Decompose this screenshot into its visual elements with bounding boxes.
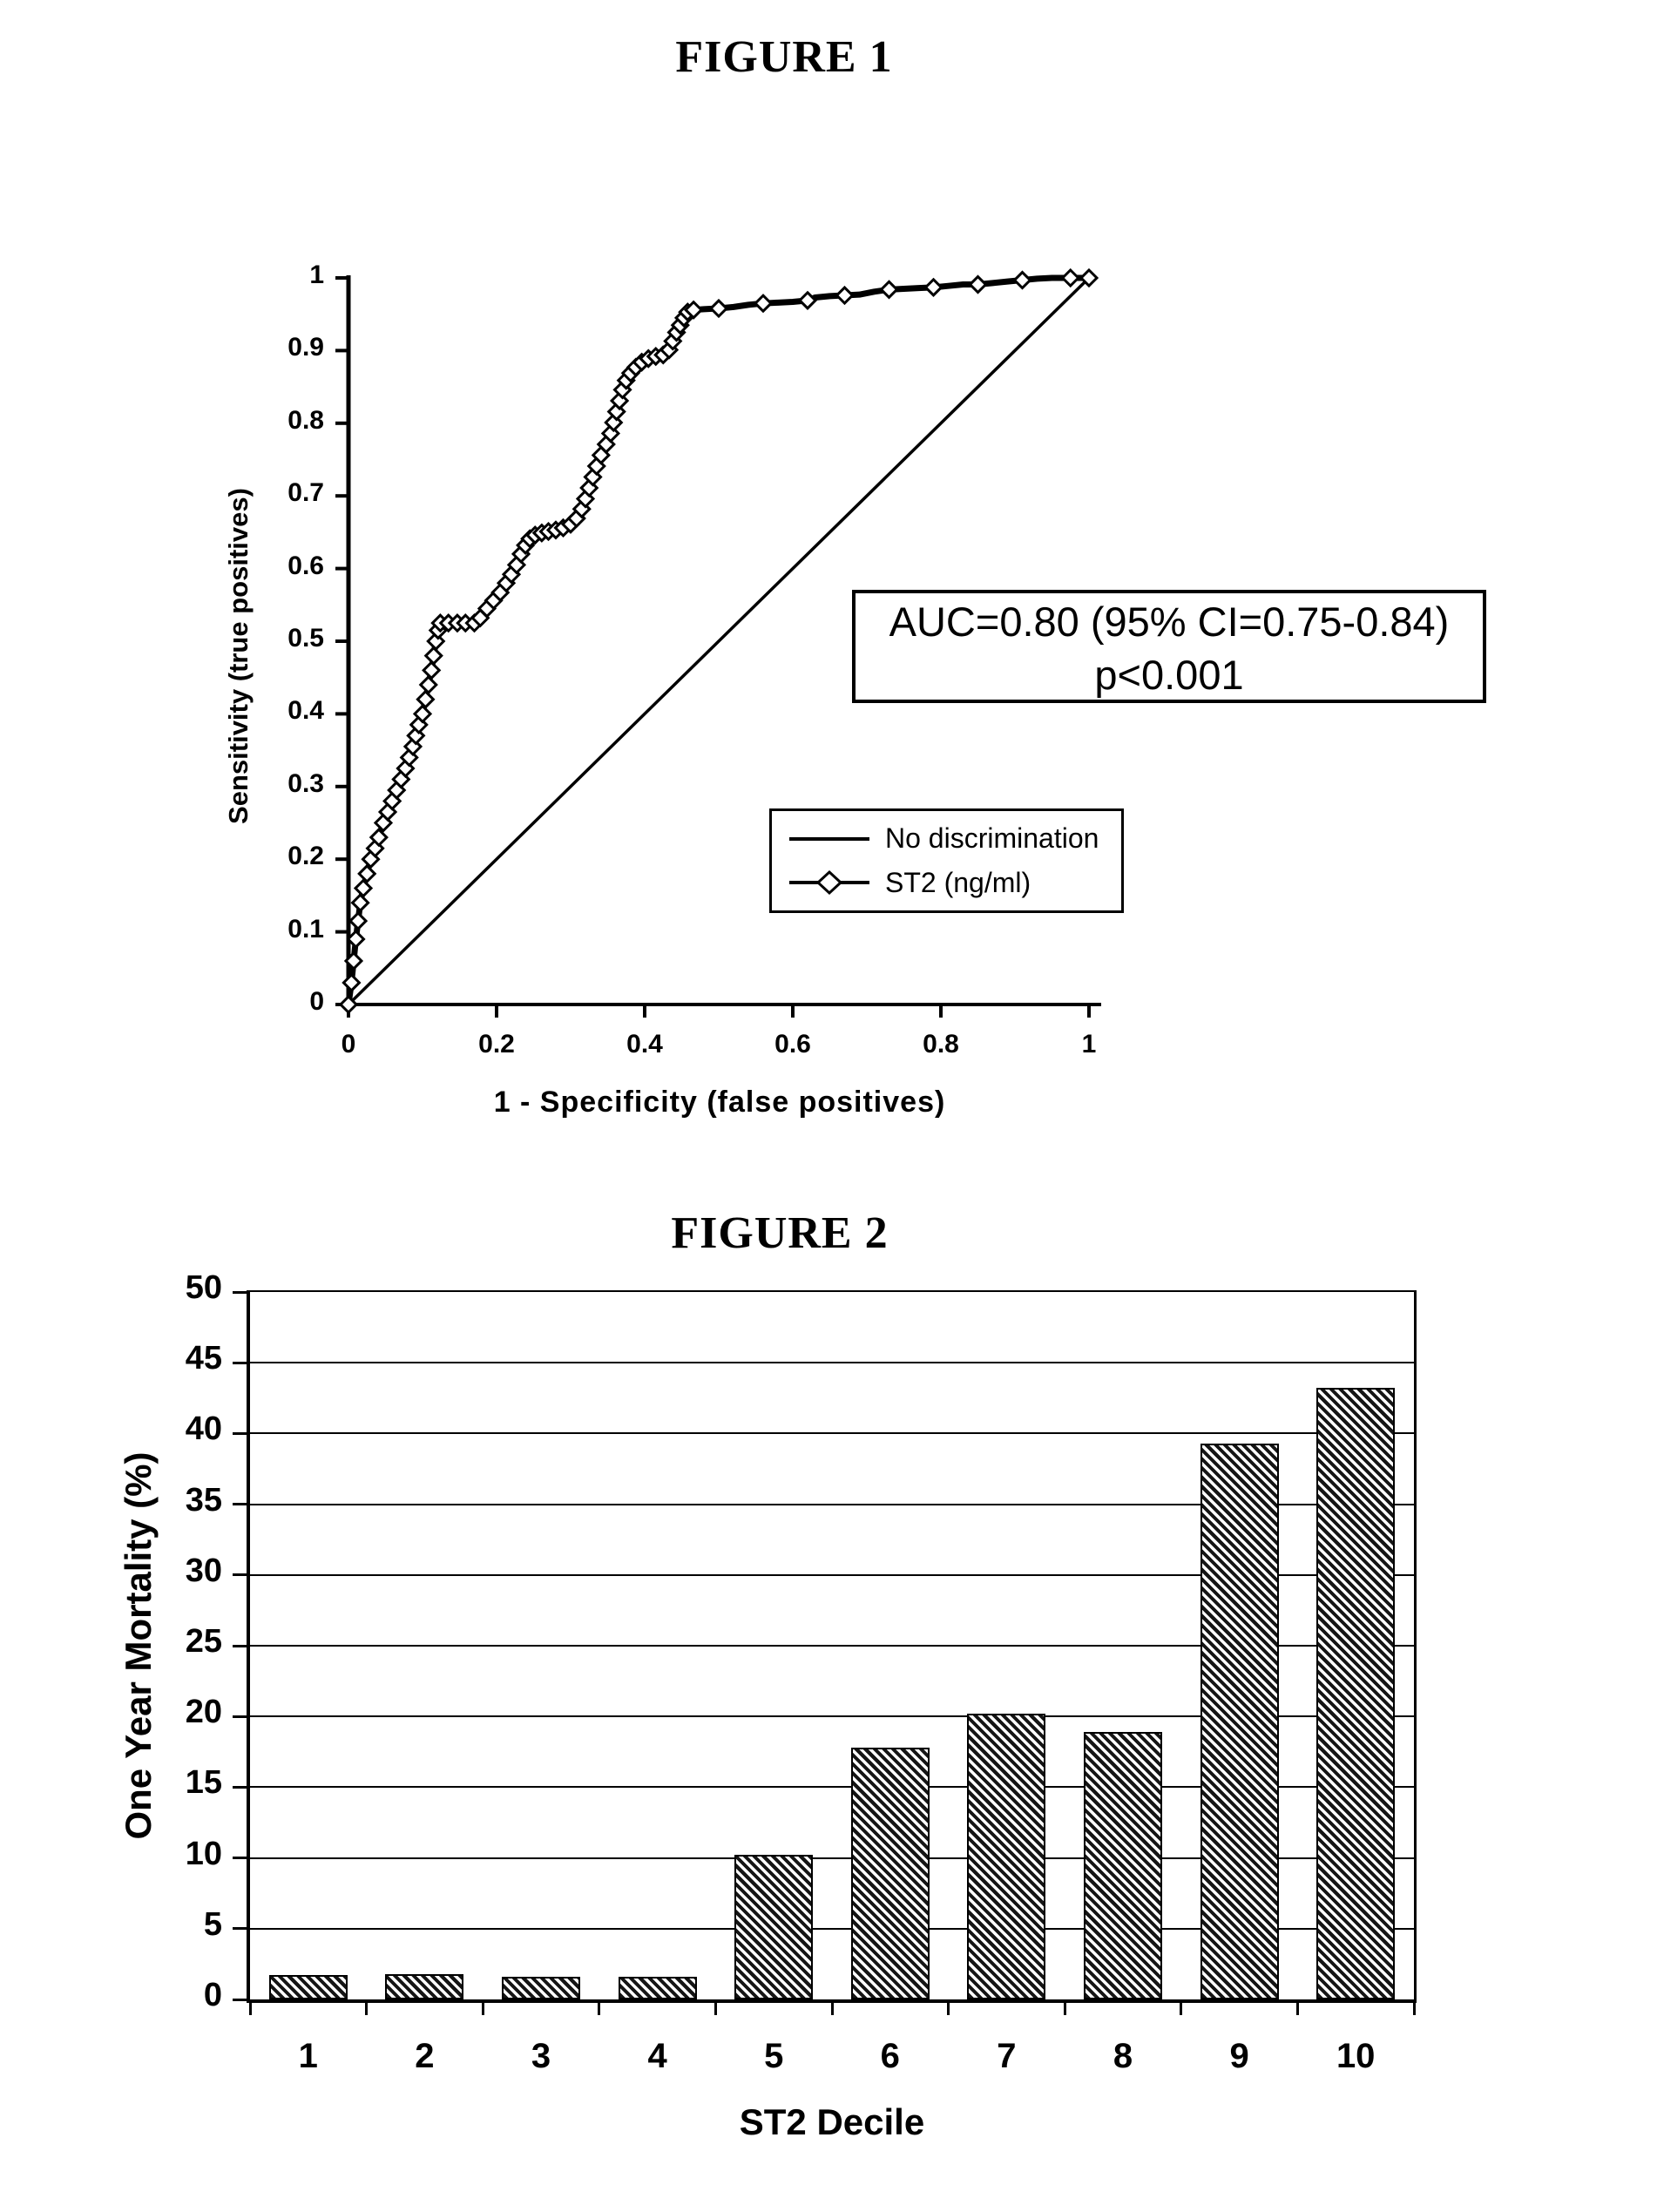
x-tick-mark bbox=[947, 1999, 950, 2015]
bar bbox=[734, 1855, 814, 1999]
x-tick-mark bbox=[598, 1999, 601, 2015]
y-tick-mark bbox=[233, 1644, 250, 1647]
y-tick-label: 25 bbox=[185, 1623, 222, 1660]
y-tick-label: 30 bbox=[185, 1552, 222, 1589]
y-tick-mark bbox=[233, 1785, 250, 1789]
gridline bbox=[250, 1786, 1414, 1789]
y-tick-label: 1 bbox=[309, 260, 324, 289]
bar bbox=[618, 1977, 697, 1999]
bar bbox=[850, 1748, 930, 1999]
gridline bbox=[250, 1573, 1414, 1576]
y-tick-label: 0.4 bbox=[287, 696, 324, 726]
legend-box: No discrimination ST2 (ng/ml) bbox=[769, 808, 1124, 913]
legend-row-no-discrimination: No discrimination bbox=[786, 822, 1121, 855]
y-tick-mark bbox=[233, 1361, 250, 1364]
x-category-label: 5 bbox=[764, 2037, 784, 2075]
x-tick-label: 1 bbox=[1081, 1030, 1097, 1059]
y-tick-mark bbox=[233, 1573, 250, 1577]
x-tick-mark bbox=[481, 1999, 484, 2015]
x-category-label: 3 bbox=[531, 2037, 551, 2075]
figure2-x-axis-label: ST2 Decile bbox=[739, 2101, 925, 2142]
y-tick-mark bbox=[233, 1503, 250, 1506]
legend-label-no-discrimination: No discrimination bbox=[885, 822, 1099, 855]
y-tick-label: 0.6 bbox=[287, 551, 324, 580]
y-tick-label: 0.2 bbox=[287, 842, 324, 871]
y-tick-label: 0 bbox=[203, 1977, 222, 2013]
x-tick-mark bbox=[714, 1999, 717, 2015]
bar bbox=[385, 1974, 464, 1999]
bar bbox=[1316, 1388, 1396, 1999]
x-tick-mark bbox=[830, 1999, 834, 2015]
gridline bbox=[250, 1503, 1414, 1505]
gridline bbox=[250, 1927, 1414, 1930]
figure2-title: FIGURE 2 bbox=[671, 1208, 889, 1258]
y-tick-label: 0 bbox=[309, 987, 324, 1016]
y-tick-label: 45 bbox=[185, 1340, 222, 1377]
y-tick-label: 0.9 bbox=[287, 333, 324, 362]
solid-line-sample-icon bbox=[789, 836, 869, 841]
gridline bbox=[250, 1432, 1414, 1435]
x-category-label: 1 bbox=[298, 2037, 318, 2075]
bar bbox=[502, 1977, 580, 1999]
x-category-label: 7 bbox=[997, 2037, 1017, 2075]
x-tick-label: 0.2 bbox=[478, 1030, 515, 1059]
figure1-title: FIGURE 1 bbox=[675, 32, 893, 82]
gridline bbox=[250, 1645, 1414, 1647]
y-tick-label: 0.7 bbox=[287, 478, 324, 508]
y-tick-label: 5 bbox=[203, 1905, 222, 1943]
gridline bbox=[250, 1715, 1414, 1718]
y-tick-label: 0.1 bbox=[287, 914, 324, 944]
x-tick-label: 0.6 bbox=[774, 1030, 811, 1059]
bar bbox=[1200, 1444, 1279, 1999]
x-tick-mark bbox=[248, 1999, 252, 2015]
auc-annotation-line1: AUC=0.80 (95% CI=0.75-0.84) bbox=[889, 599, 1450, 645]
x-category-label: 6 bbox=[880, 2037, 900, 2075]
y-tick-label: 10 bbox=[185, 1835, 222, 1872]
y-tick-mark bbox=[233, 1431, 250, 1435]
y-tick-mark bbox=[233, 1715, 250, 1718]
x-tick-label: 0.4 bbox=[626, 1030, 663, 1059]
y-tick-label: 40 bbox=[185, 1410, 222, 1448]
x-category-label: 4 bbox=[647, 2037, 667, 2075]
x-tick-label: 0.8 bbox=[923, 1030, 959, 1059]
y-tick-mark bbox=[233, 1927, 250, 1931]
auc-annotation-box: AUC=0.80 (95% CI=0.75-0.84) p<0.001 bbox=[852, 590, 1486, 703]
y-tick-label: 50 bbox=[185, 1269, 222, 1306]
roc-chart-canvas bbox=[335, 267, 1101, 1018]
line-diamond-sample-icon bbox=[789, 870, 869, 896]
gridline bbox=[250, 1857, 1414, 1859]
bar bbox=[1084, 1732, 1162, 1999]
y-tick-label: 0.8 bbox=[287, 405, 324, 435]
x-tick-mark bbox=[1180, 1999, 1183, 2015]
y-tick-mark bbox=[233, 1857, 250, 1860]
x-tick-mark bbox=[365, 1999, 369, 2015]
y-tick-label: 0.3 bbox=[287, 768, 324, 798]
x-category-label: 10 bbox=[1336, 2037, 1376, 2075]
x-category-label: 9 bbox=[1229, 2037, 1249, 2075]
bar bbox=[967, 1714, 1046, 1999]
bar bbox=[268, 1975, 348, 1999]
y-tick-label: 0.5 bbox=[287, 624, 324, 653]
x-tick-label: 0 bbox=[341, 1030, 356, 1059]
x-tick-mark bbox=[1063, 1999, 1066, 2015]
y-tick-mark bbox=[233, 1290, 250, 1294]
y-tick-label: 20 bbox=[185, 1694, 222, 1731]
y-tick-label: 35 bbox=[185, 1481, 222, 1519]
y-tick-label: 15 bbox=[185, 1764, 222, 1802]
x-category-label: 2 bbox=[415, 2037, 435, 2075]
x-tick-mark bbox=[1295, 1999, 1299, 2015]
x-tick-mark bbox=[1412, 1999, 1416, 2015]
y-tick-mark bbox=[233, 1998, 250, 2001]
gridline bbox=[250, 1362, 1414, 1364]
legend-label-st2: ST2 (ng/ml) bbox=[885, 866, 1031, 898]
x-category-label: 8 bbox=[1113, 2037, 1133, 2075]
legend-row-st2: ST2 (ng/ml) bbox=[786, 867, 1121, 899]
figure1-x-axis-label: 1 - Specificity (false positives) bbox=[493, 1086, 946, 1119]
auc-annotation-line2: p<0.001 bbox=[1094, 652, 1244, 698]
